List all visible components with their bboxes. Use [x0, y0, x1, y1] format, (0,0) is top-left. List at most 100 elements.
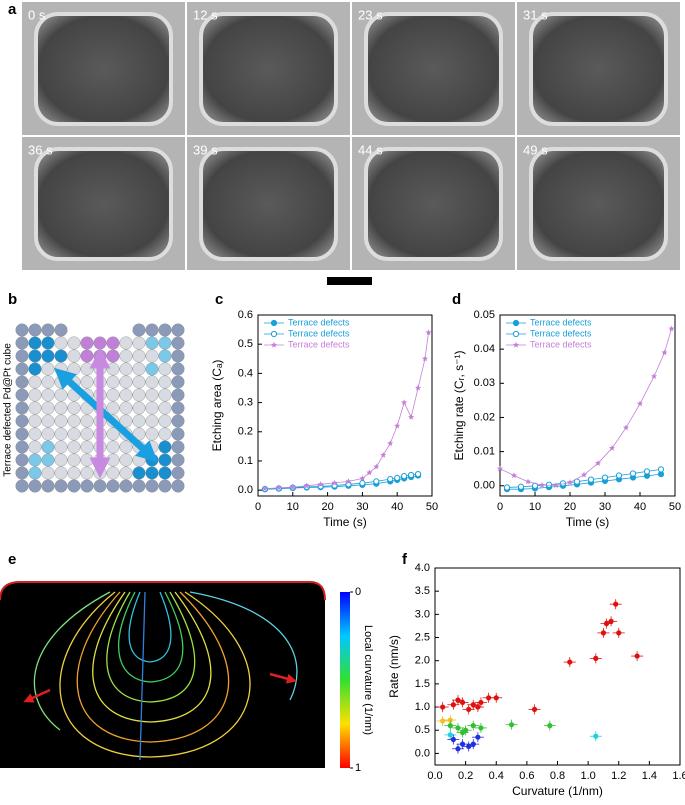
legend-label: Terrace defects	[288, 328, 350, 338]
panel-label: b	[8, 291, 17, 308]
atom	[158, 453, 172, 467]
atom	[54, 440, 68, 454]
chart: 0.0 0.2 0.4 0.6 0.8 1.0 1.2 1.4 1.6 0.0 0.5 1.0 1.5 2…	[387, 562, 685, 798]
x-tick-label: 20	[321, 501, 333, 513]
particle	[529, 147, 668, 261]
marker	[373, 478, 380, 485]
marker	[289, 484, 296, 490]
point	[493, 695, 499, 701]
marker	[553, 482, 559, 488]
point	[470, 702, 476, 708]
atom	[106, 466, 120, 480]
point	[478, 699, 484, 706]
atom	[15, 466, 29, 480]
atom	[132, 362, 146, 376]
atom	[28, 388, 42, 402]
y-tick-label: 2.5	[415, 631, 430, 643]
atom	[15, 375, 29, 389]
point	[463, 727, 469, 733]
point	[603, 621, 610, 627]
x-tick-label: 50	[669, 501, 681, 513]
atom	[80, 336, 94, 350]
x-tick-label: 0.2	[458, 770, 473, 782]
atom	[80, 375, 94, 389]
marker	[629, 470, 637, 477]
marker	[661, 349, 668, 356]
atom	[119, 362, 133, 376]
cube-caption: Terrace defected Pd@Pt cube	[3, 343, 14, 477]
marker	[512, 319, 520, 327]
y-axis-label: Etching rate (Cᵣ, s⁻¹)	[452, 351, 466, 461]
atom	[67, 349, 81, 363]
atom	[106, 440, 120, 454]
atom	[145, 323, 159, 337]
atom	[80, 349, 94, 363]
atom	[15, 401, 29, 415]
y-axis-label: Rate (nm/s)	[387, 635, 401, 698]
chart: 0 10 20 30 40 50 0.0 0.1 0.2 0.3 0.4 0.5 0.6 Time (s)…	[210, 309, 438, 529]
point	[440, 718, 446, 724]
point	[455, 725, 461, 731]
atom	[67, 336, 81, 350]
y-tick-label: 0.05	[474, 309, 495, 321]
atom	[54, 388, 68, 402]
particle	[364, 12, 503, 126]
atom	[15, 388, 29, 402]
x-tick-label: 1.2	[611, 770, 626, 782]
marker	[609, 445, 615, 451]
point	[613, 601, 619, 607]
particle	[199, 12, 338, 126]
atom	[119, 349, 133, 363]
atom	[106, 453, 120, 467]
atom	[106, 401, 120, 415]
marker	[414, 471, 422, 478]
marker	[401, 473, 408, 480]
atom	[132, 323, 146, 337]
marker	[513, 341, 519, 348]
point	[616, 630, 622, 636]
atom	[15, 323, 29, 337]
point	[447, 717, 453, 723]
marker	[615, 472, 623, 479]
marker	[394, 422, 401, 429]
legend-label: Terrace defects	[530, 317, 592, 327]
marker	[581, 471, 587, 478]
atom	[15, 479, 29, 493]
series-line	[507, 473, 662, 490]
atom	[15, 336, 29, 350]
atom	[41, 414, 55, 428]
atom	[132, 336, 146, 350]
panel-label: e	[8, 551, 16, 568]
atom	[41, 336, 55, 350]
atom	[28, 323, 42, 337]
atom	[41, 362, 55, 376]
x-tick-label: 0.6	[519, 770, 534, 782]
legend-label: Terrace defects	[530, 328, 592, 338]
y-tick-label: 0.5	[415, 724, 430, 736]
particle	[364, 147, 503, 261]
point	[634, 653, 640, 659]
y-tick-label: 0.5	[238, 338, 253, 350]
series-line	[499, 328, 672, 486]
y-tick-label: 0.02	[474, 411, 495, 423]
point	[475, 704, 481, 710]
marker	[270, 330, 278, 338]
atom	[158, 427, 172, 441]
atom	[119, 479, 133, 493]
atom	[158, 362, 172, 376]
chart: 0 10 20 30 40 50 0.00 0.01 0.02 0.03 0.04 0.05 Time …	[452, 309, 681, 529]
atom	[41, 401, 55, 415]
point	[455, 746, 461, 752]
y-axis-label: Etching area (Cₐ)	[210, 360, 224, 452]
atom	[15, 440, 29, 454]
atom	[132, 401, 146, 415]
x-tick-label: 0.4	[489, 770, 504, 782]
x-tick-label: 1.0	[580, 770, 595, 782]
x-axis-label: Time (s)	[323, 515, 367, 529]
point	[450, 702, 456, 708]
x-tick-label: 0.0	[427, 770, 442, 782]
atom	[41, 453, 55, 467]
atom	[106, 388, 120, 402]
atom	[106, 336, 120, 350]
